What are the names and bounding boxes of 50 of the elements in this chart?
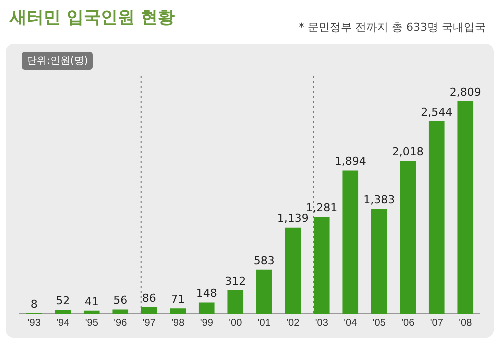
data-label: 1,894 <box>334 155 366 168</box>
bar <box>84 310 100 314</box>
bar <box>228 290 244 314</box>
x-tick-label: '96 <box>114 318 128 329</box>
chart-subtitle: * 문민정부 전까지 총 633명 국내입국 <box>299 20 486 35</box>
x-tick-label: '99 <box>200 318 214 329</box>
bar <box>170 308 186 314</box>
bar <box>458 102 474 314</box>
bar <box>256 270 272 314</box>
bar <box>342 170 359 314</box>
bar <box>285 228 302 314</box>
data-label: 71 <box>171 292 186 306</box>
data-label: 1,281 <box>306 201 338 214</box>
x-tick-label: '04 <box>344 318 358 329</box>
x-tick-label: '00 <box>229 318 243 329</box>
x-tick-label: '02 <box>286 318 300 329</box>
x-tick-label: '05 <box>372 318 386 329</box>
data-label: 2,544 <box>421 106 453 119</box>
bar <box>198 302 215 314</box>
data-label: 2,018 <box>392 146 424 159</box>
x-tick-label: '93 <box>28 318 42 329</box>
bar <box>141 307 158 314</box>
x-tick-label: '98 <box>172 318 186 329</box>
data-label: 86 <box>142 292 156 305</box>
data-label: 52 <box>56 294 70 308</box>
data-label: 1,383 <box>364 194 396 207</box>
data-label: 1,139 <box>277 212 309 226</box>
x-tick-label: '97 <box>142 318 156 329</box>
data-label: 583 <box>254 254 275 268</box>
x-tick-label: '08 <box>459 318 473 329</box>
data-label: 2,809 <box>450 86 482 99</box>
data-label: 148 <box>196 287 218 300</box>
chart-title: 새터민 입국인원 현황 <box>10 7 175 29</box>
data-label: 312 <box>225 274 246 288</box>
x-tick-label: '03 <box>315 318 329 329</box>
bar <box>314 217 330 314</box>
data-label: 56 <box>114 294 128 308</box>
bar <box>400 161 416 314</box>
x-tick-label: '95 <box>85 318 99 329</box>
x-tick-label: '01 <box>258 318 272 329</box>
x-tick-label: '07 <box>430 318 444 329</box>
bar <box>428 122 445 314</box>
x-tick-label: '06 <box>402 318 416 329</box>
x-tick-label: '94 <box>56 318 70 329</box>
bar <box>112 310 129 314</box>
data-label: 8 <box>30 298 38 311</box>
bar <box>371 209 388 314</box>
text: 단위:인원(명) <box>22 52 94 70</box>
data-label: 41 <box>84 295 99 308</box>
bar <box>55 310 72 314</box>
